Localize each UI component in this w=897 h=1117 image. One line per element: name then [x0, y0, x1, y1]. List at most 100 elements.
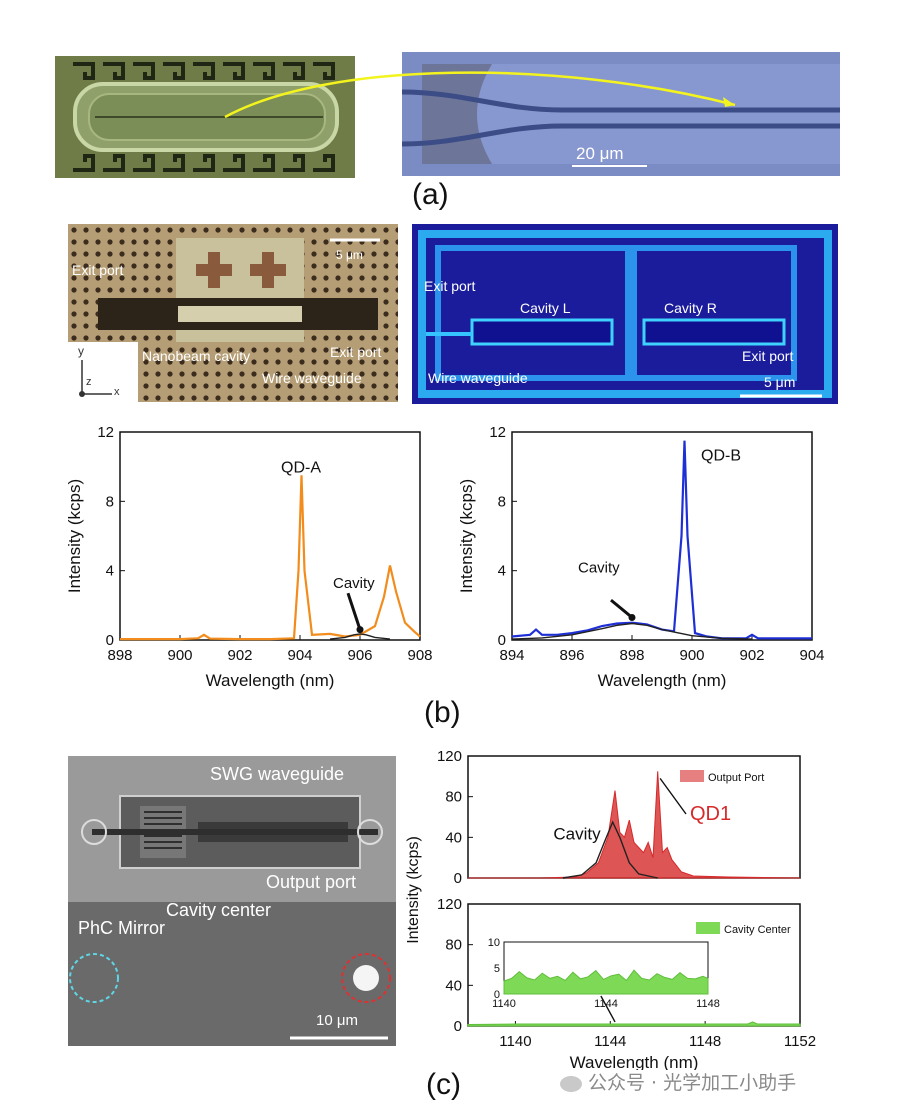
cavity-arrow-head [628, 613, 636, 621]
inset-y-tick-label: 5 [494, 963, 500, 975]
axis-x-label: x [114, 386, 120, 398]
series-cavity-fit [562, 820, 658, 879]
cavity-arrow [346, 592, 362, 631]
chip-micrograph [55, 56, 355, 178]
cavity-annotation-c: Cavity [553, 824, 601, 843]
x-tick-label: 898 [619, 647, 644, 664]
y-tick-label: 0 [454, 1018, 462, 1035]
y-tick-label: 0 [498, 632, 506, 649]
phc-mirror-label: PhC Mirror [78, 918, 166, 938]
y-tick-label: 80 [445, 789, 462, 806]
legend-label-center: Cavity Center [724, 924, 791, 936]
panel-label-b: (b) [424, 696, 461, 729]
swg-outline [68, 756, 396, 1046]
yellow-connector-arrow [224, 71, 736, 119]
y-tick-label: 40 [445, 829, 462, 846]
y-tick-label: 0 [106, 632, 114, 649]
exit-port-left-label-b2: Exit port [424, 278, 476, 294]
series-spectrum [511, 440, 812, 640]
shared-ylabel: Intensity (kcps) [405, 836, 422, 944]
exit-port-right-label: Exit port [330, 344, 382, 360]
inset-y-tick-label: 0 [494, 989, 500, 1001]
swg-micrograph: SWG waveguide Cavity center PhC Mirror O… [68, 756, 396, 1046]
x-tick-label: 1140 [499, 1033, 531, 1050]
nanobeam-cavity-label: Nanobeam cavity [142, 348, 251, 364]
x-tick-label: 904 [287, 647, 312, 664]
cavity-center-label: Cavity center [166, 900, 272, 920]
x-tick-label: 1144 [594, 1033, 626, 1050]
cavity-annotation: Cavity [333, 575, 375, 592]
peak-annotation: QD-B [701, 447, 741, 464]
x-tick-label: 900 [679, 647, 704, 664]
series-cavity-center [467, 1021, 801, 1027]
legend-label-output: Output Port [708, 772, 764, 784]
legend-swatch-output [680, 770, 704, 782]
legend-swatch-center [696, 922, 720, 934]
x-tick-label: 900 [167, 647, 192, 664]
y-tick-label: 40 [445, 977, 462, 994]
y-tick-label: 4 [106, 563, 114, 580]
output-port-label: Output port [266, 872, 357, 892]
exit-port-right-label-b2: Exit port [742, 348, 794, 364]
qd1-annotation: QD1 [690, 803, 731, 825]
coupled-cavity-outline [412, 224, 838, 404]
peak-annotation: QD-A [281, 459, 321, 476]
y-tick-label: 4 [498, 563, 506, 580]
series-output-port [468, 771, 801, 879]
nanobeam-micrograph: Exit port 5 μm Nanobeam cavity Exit port… [68, 224, 398, 402]
y-axis-label: Intensity (kcps) [457, 479, 476, 593]
qd-a-spectrum-chart: 0 4 8 12 898 900 902 904 906 908 QD-A Cavity Wavelen… [65, 424, 433, 690]
cavity-arrow-head [356, 626, 364, 634]
x-tick-label: 894 [499, 647, 524, 664]
x-axis-label: Wavelength (nm) [598, 671, 727, 690]
x-tick-label: 896 [559, 647, 584, 664]
y-tick-label: 12 [97, 424, 114, 441]
exit-port-left-label: Exit port [72, 262, 124, 278]
x-tick-label: 904 [799, 647, 824, 664]
y-tick-label: 12 [489, 424, 506, 441]
x-tick-label: 902 [227, 647, 252, 664]
shared-ylabel-text: Intensity (kcps) [405, 836, 422, 944]
x-tick-label: 898 [107, 647, 132, 664]
inset-x-tick-label: 1140 [492, 998, 516, 1010]
y-axis-label: Intensity (kcps) [65, 479, 84, 593]
chip-outline [55, 56, 355, 178]
y-tick-label: 8 [498, 493, 506, 510]
panel-label-c: (c) [426, 1068, 461, 1101]
wire-waveguide-label: Wire waveguide [262, 370, 362, 386]
x-axis-label-c: Wavelength (nm) [570, 1053, 699, 1070]
y-tick-label: 8 [106, 493, 114, 510]
coupled-cavity-micrograph: Exit port Cavity L Cavity R Exit port Wi… [412, 224, 838, 404]
plot-frame [119, 431, 421, 641]
plot-frame [511, 431, 813, 641]
cavity-annotation: Cavity [578, 559, 620, 576]
inset-x-tick-label: 1148 [696, 998, 720, 1010]
series-cavity-fit [511, 622, 753, 640]
y-tick-label: 120 [437, 896, 462, 913]
cavity-r-label: Cavity R [664, 300, 717, 316]
nanobeam-outline [68, 224, 398, 402]
series-spectrum [120, 475, 421, 641]
scale-bar-label-b-right: 5 μm [764, 374, 796, 390]
inset-series [503, 969, 709, 995]
x-axis-label: Wavelength (nm) [206, 671, 335, 690]
watermark: 公众号 · 光学加工小助手 [560, 1068, 796, 1095]
series-cavity-fit [329, 633, 391, 640]
panel-label-a: (a) [412, 178, 449, 211]
inset-pointer [600, 995, 616, 1023]
y-tick-label: 0 [454, 870, 462, 887]
inset-y-tick-label: 10 [488, 937, 500, 949]
y-tick-label: 120 [437, 748, 462, 765]
qd1-pointer [659, 777, 687, 815]
waveguide-micrograph: 20 μm [402, 52, 840, 176]
x-tick-label: 1152 [784, 1033, 816, 1050]
swg-waveguide-label: SWG waveguide [210, 764, 345, 784]
waveguide-outline [402, 52, 840, 176]
cavity-l-label: Cavity L [520, 300, 571, 316]
output-port-chart: 0 40 80 120 Output Port QD1 Cavity [437, 748, 801, 887]
axis-z-label: z [86, 376, 92, 388]
watermark-text: 公众号 · 光学加工小助手 [588, 1072, 797, 1094]
x-tick-label: 908 [407, 647, 432, 664]
wechat-icon [560, 1075, 582, 1092]
x-tick-label: 906 [347, 647, 372, 664]
